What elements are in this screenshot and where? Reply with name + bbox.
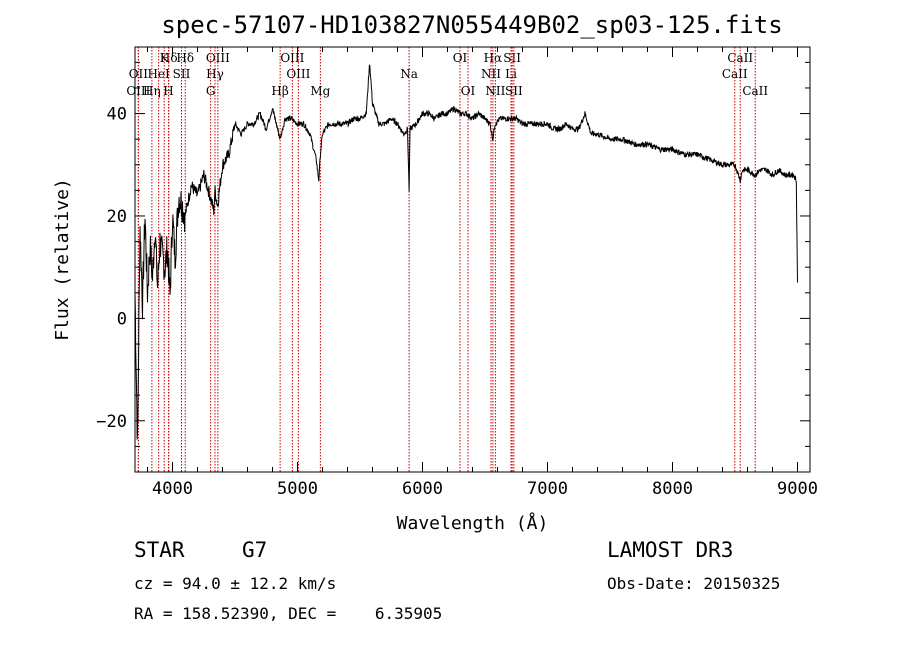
spectral-line-label: Hδ xyxy=(176,51,194,65)
chart-title: spec-57107-HD103827N055449B02_sp03-125.f… xyxy=(161,11,782,39)
y-axis-label: Flux (relative) xyxy=(52,178,73,341)
coordinates: RA = 158.52390, DEC = 6.35905 xyxy=(134,604,443,623)
spectral-line-label: H xyxy=(163,84,173,98)
plot-frame xyxy=(134,46,811,473)
axis-ticks-layer: 4000 5000 6000 7000 8000 9000 −20 0 20 40 xyxy=(96,47,818,499)
spectral-line-label: OIII xyxy=(280,51,304,65)
spectral-line-label: OIII xyxy=(286,67,310,81)
spectral-line-label: K xyxy=(160,51,170,65)
spectral-line-label: Na xyxy=(400,67,418,81)
y-tick-label: 40 xyxy=(107,105,127,125)
spectral-line-label: SII xyxy=(503,51,521,65)
x-axis-label: Wavelength (Å) xyxy=(397,512,549,534)
observation-date: Obs-Date: 20150325 xyxy=(607,574,781,593)
spectral-line-label: OIII xyxy=(206,51,230,65)
spectral-line-label: HeI xyxy=(147,67,170,81)
spectral-line-label: CaII xyxy=(727,51,753,65)
spectral-line-label: CaII xyxy=(742,84,768,98)
x-tick-label: 6000 xyxy=(402,479,443,499)
spectral-line-label: CaII xyxy=(722,67,748,81)
redshift-value: cz = 94.0 ± 12.2 km/s xyxy=(134,574,337,593)
spectral-line-label: Li xyxy=(505,67,517,81)
spectral-line-label: NII xyxy=(485,84,505,98)
spectral-line-label: Hγ xyxy=(206,67,224,81)
spectral-line-label: NII xyxy=(481,67,501,81)
x-tick-label: 9000 xyxy=(777,479,818,499)
y-tick-label: 0 xyxy=(117,309,127,329)
spectral-line-label: OI xyxy=(461,84,476,98)
spectral-line-label: Hα xyxy=(484,51,503,65)
spectral-line-label: Hβ xyxy=(271,84,288,98)
x-tick-label: 4000 xyxy=(152,479,193,499)
x-tick-label: 8000 xyxy=(652,479,693,499)
spectrum-line xyxy=(134,64,798,440)
spectral-line-label: OIII xyxy=(126,84,150,98)
object-subclass: G7 xyxy=(242,538,268,562)
x-tick-label: 5000 xyxy=(277,479,318,499)
spectral-line-label: G xyxy=(206,84,216,98)
y-tick-label: 20 xyxy=(107,207,127,227)
spectral-line-label: SII xyxy=(173,67,191,81)
x-tick-label: 7000 xyxy=(527,479,568,499)
spectral-line-label: SII xyxy=(505,84,523,98)
spectral-line-label: OI xyxy=(453,51,468,65)
spectral-line-label: Hη xyxy=(143,84,161,98)
survey-name: LAMOST DR3 xyxy=(607,538,734,562)
object-class: STAR xyxy=(134,538,185,562)
spectrum-layer xyxy=(134,64,798,440)
y-tick-label: −20 xyxy=(96,412,127,432)
spectral-line-label: Mg xyxy=(310,84,330,98)
